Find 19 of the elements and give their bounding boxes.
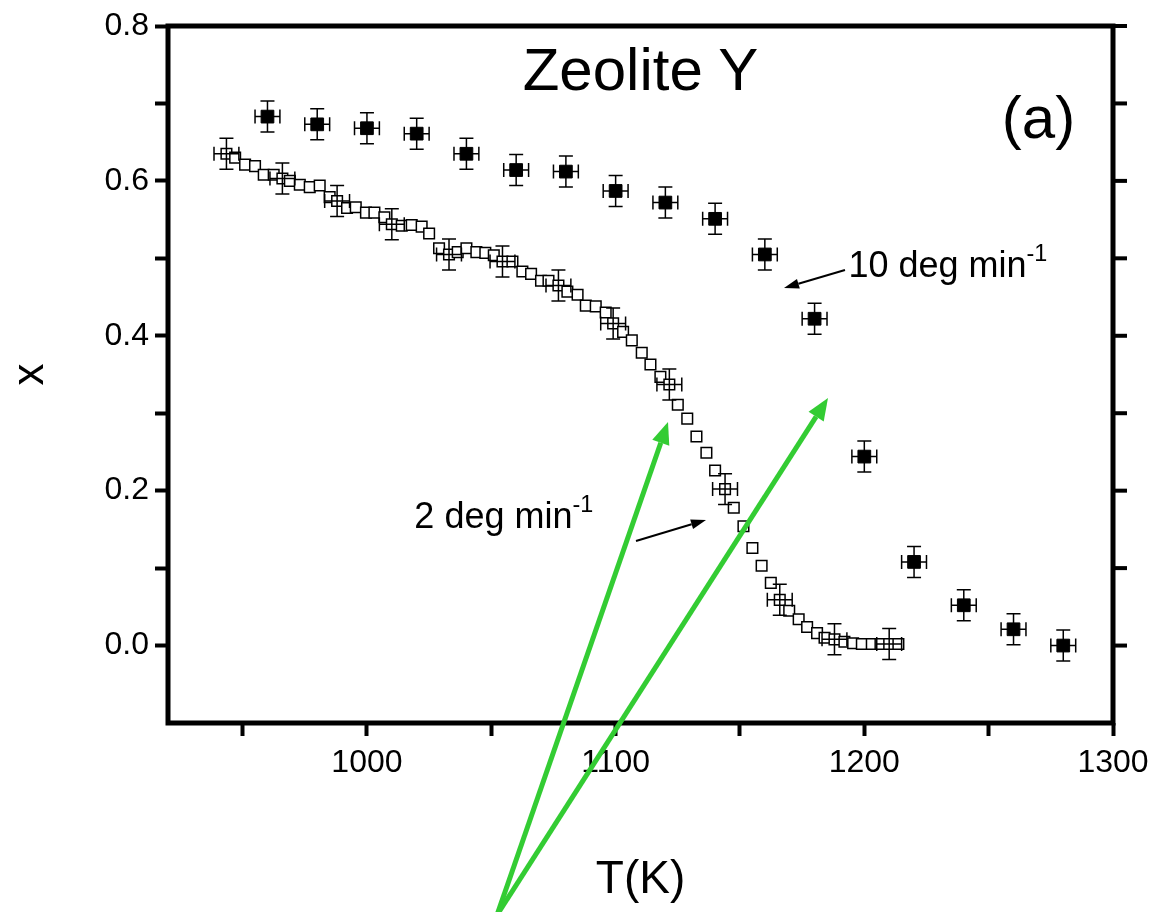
x-tick-label: 1200 bbox=[828, 743, 900, 780]
point bbox=[658, 195, 673, 210]
point bbox=[409, 126, 424, 141]
point bbox=[807, 311, 822, 326]
point bbox=[260, 109, 275, 124]
x-tick-label: 1000 bbox=[331, 743, 403, 780]
point bbox=[1056, 638, 1071, 653]
y-tick-label: 0.8 bbox=[104, 5, 149, 42]
chart-title: Zeolite Y bbox=[522, 36, 759, 103]
y-tick-label: 0.4 bbox=[104, 315, 149, 352]
annotation: (a) bbox=[1001, 83, 1076, 151]
y-tick-label: 0.2 bbox=[104, 470, 149, 507]
point bbox=[857, 449, 872, 464]
point bbox=[1006, 622, 1021, 637]
y-tick-label: 0.6 bbox=[104, 160, 149, 197]
x-tick-label: 1300 bbox=[1077, 743, 1149, 780]
y-axis-title: x bbox=[2, 363, 52, 386]
x-axis-title: T(K) bbox=[595, 851, 686, 904]
y-tick-label: 0.0 bbox=[104, 625, 149, 662]
